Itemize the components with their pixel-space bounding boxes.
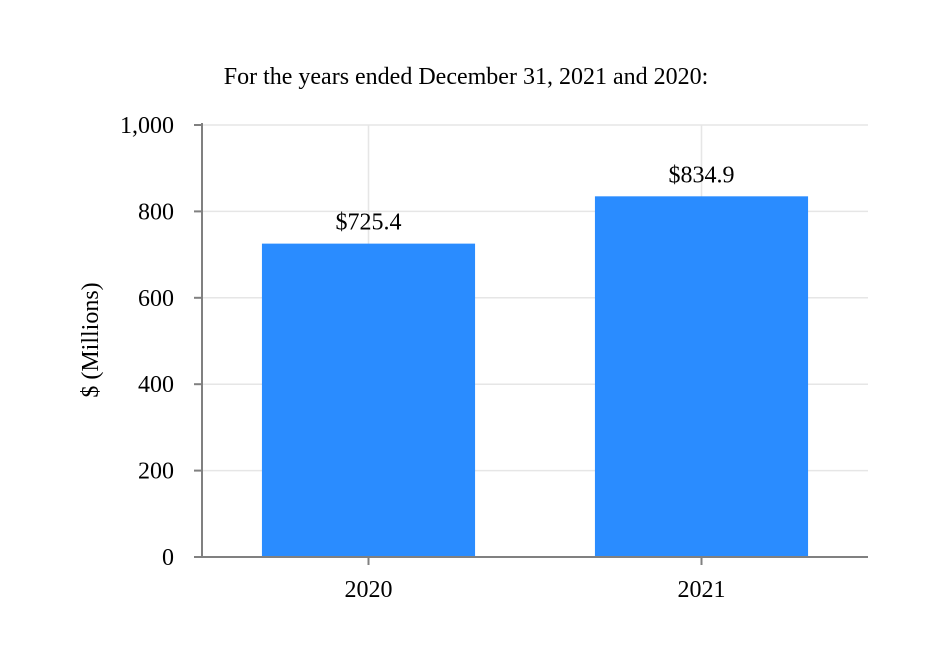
x-tick-label: 2021 <box>678 577 726 603</box>
x-tick-label: 2020 <box>345 577 393 603</box>
y-axis-label: $ (Millions) <box>78 282 104 397</box>
axes <box>194 123 868 565</box>
data-label: $834.9 <box>669 162 735 188</box>
tick-and-data-labels: $725.4 $834.9 0 200 400 600 800 1,000 2020 2021 <box>120 113 735 603</box>
y-tick-label: 800 <box>138 199 174 225</box>
bars <box>261 196 809 558</box>
y-tick-label: 200 <box>138 459 174 485</box>
y-tick-label: 0 <box>162 545 174 571</box>
bar-2020 <box>261 243 476 557</box>
chart-title: For the years ended December 31, 2021 an… <box>224 64 709 90</box>
y-tick-label: 1,000 <box>120 113 174 139</box>
y-tick-label: 600 <box>138 286 174 312</box>
bar-2021 <box>594 196 809 558</box>
data-label: $725.4 <box>336 210 402 236</box>
y-tick-label: 400 <box>138 372 174 398</box>
